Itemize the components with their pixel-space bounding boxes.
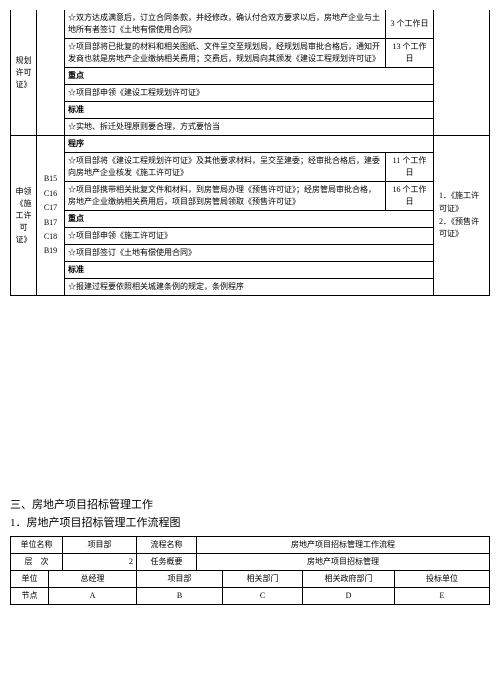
cell-label: 任务概要 xyxy=(137,554,197,571)
row-text: ☆报建过程要依照相关城建条例的规定，条例程序 xyxy=(65,279,434,296)
row-days: 11 个工作日 xyxy=(386,153,434,182)
cell-value: 相关政府部门 xyxy=(303,571,395,588)
section-3-subtitle: 1．房地产项目招标管理工作流程图 xyxy=(10,514,490,530)
cell-value: E xyxy=(395,588,490,605)
table-row: 单位名称 项目部 流程名称 房地产项目招标管理工作流程 xyxy=(11,537,490,554)
main-procedure-table: 规划许可证》 ☆双方达成满意后，订立合同条款，并经修改，确认付合双方要求以后，房… xyxy=(10,10,490,296)
cell-value: A xyxy=(49,588,137,605)
table-row: 重点 xyxy=(11,211,490,228)
table-row: ☆报建过程要依照相关城建条例的规定，条例程序 xyxy=(11,279,490,296)
table-row: 标准 xyxy=(11,262,490,279)
table-row: ☆项目部申领《建设工程规划许可证》 xyxy=(11,85,490,102)
row-days: 16 个工作日 xyxy=(386,182,434,211)
row-heading: 标准 xyxy=(65,262,434,279)
table-row: ☆项目部将《建设工程规划许可证》及其他要求材料，呈交至建委；经审批合格后，建委向… xyxy=(11,153,490,182)
row-heading: 重点 xyxy=(65,68,434,85)
cell-value: 项目部 xyxy=(63,537,137,554)
row-days: 3 个工作日 xyxy=(386,10,434,39)
cell-value: D xyxy=(303,588,395,605)
cell-label: 层 次 xyxy=(11,554,63,571)
info-table-2: 单位 总经理 项目部 相关部门 相关政府部门 投标单位 节点 A B C D E xyxy=(10,571,490,605)
cell-value: 相关部门 xyxy=(223,571,303,588)
table-row: 单位 总经理 项目部 相关部门 相关政府部门 投标单位 xyxy=(11,571,490,588)
table-row: 层 次 2 任务概要 房地产项目招标管理 xyxy=(11,554,490,571)
right-list-item: 2．《预售许可证》 xyxy=(439,216,484,242)
row-text: ☆项目部申领《建设工程规划许可证》 xyxy=(65,85,434,102)
row-text: ☆双方达成满意后，订立合同条款，并经修改，确认付合双方要求以后，房地产企业与土地… xyxy=(65,10,386,39)
row-text: ☆项目部携带相关批复文件和材料，到房管局办理《预售许可证》；经房管局审批合格，房… xyxy=(65,182,386,211)
cell-label: 节点 xyxy=(11,588,49,605)
table-row: ☆项目部申领《施工许可证》 xyxy=(11,228,490,245)
table-row: 申领《施工许可证》 B15 C16 C17 B17 C18 B19 程序 1．《… xyxy=(11,136,490,153)
table-row: 标准 xyxy=(11,102,490,119)
row-heading: 程序 xyxy=(65,136,434,153)
cell-value: 房地产项目招标管理工作流程 xyxy=(197,537,490,554)
cell-value: B xyxy=(137,588,223,605)
cell-value: C xyxy=(223,588,303,605)
table-row: ☆实地、拆迁处理原则要合理，方式要恰当 xyxy=(11,119,490,136)
cell-value: 投标单位 xyxy=(395,571,490,588)
row-text: ☆项目部将已批复的材料和相关图纸、文件呈交至规划局，经规划局审批合格后，通知开发… xyxy=(65,39,386,68)
row-text: ☆实地、拆迁处理原则要合理，方式要恰当 xyxy=(65,119,434,136)
table-row: 节点 A B C D E xyxy=(11,588,490,605)
cell-label: 单位名称 xyxy=(11,537,63,554)
codes-text: B15 C16 C17 B17 C18 B19 xyxy=(44,174,57,255)
row-text: ☆项目部签订《土地有偿使用合同》 xyxy=(65,245,434,262)
row-heading: 重点 xyxy=(65,211,434,228)
codes-upper-empty xyxy=(37,10,65,136)
cell-value: 项目部 xyxy=(137,571,223,588)
row-text: ☆项目部申领《施工许可证》 xyxy=(65,228,434,245)
left-label-construction: 申领《施工许可证》 xyxy=(11,136,37,296)
table-row: ☆项目部签订《土地有偿使用合同》 xyxy=(11,245,490,262)
table-row: ☆项目部携带相关批复文件和材料，到房管局办理《预售许可证》；经房管局审批合格，房… xyxy=(11,182,490,211)
cell-value: 总经理 xyxy=(49,571,137,588)
row-heading: 标准 xyxy=(65,102,434,119)
cell-value: 房地产项目招标管理 xyxy=(197,554,490,571)
table-row: 规划许可证》 ☆双方达成满意后，订立合同条款，并经修改，确认付合双方要求以后，房… xyxy=(11,10,490,39)
section-3-title: 三、房地产项目招标管理工作 xyxy=(10,496,490,512)
codes-cell: B15 C16 C17 B17 C18 B19 xyxy=(37,136,65,296)
left-label-planning: 规划许可证》 xyxy=(11,10,37,136)
right-list-item: 1．《施工许可证》 xyxy=(439,190,484,216)
table-row: ☆项目部将已批复的材料和相关图纸、文件呈交至规划局，经规划局审批合格后，通知开发… xyxy=(11,39,490,68)
table-row: 重点 xyxy=(11,68,490,85)
row-days: 13 个工作日 xyxy=(386,39,434,68)
right-empty-upper xyxy=(434,10,490,136)
row-text: ☆项目部将《建设工程规划许可证》及其他要求材料，呈交至建委；经审批合格后，建委向… xyxy=(65,153,386,182)
info-table-1: 单位名称 项目部 流程名称 房地产项目招标管理工作流程 层 次 2 任务概要 房… xyxy=(10,536,490,571)
cell-label: 流程名称 xyxy=(137,537,197,554)
cell-value: 2 xyxy=(63,554,137,571)
right-list-cell: 1．《施工许可证》 2．《预售许可证》 xyxy=(434,136,490,296)
cell-label: 单位 xyxy=(11,571,49,588)
